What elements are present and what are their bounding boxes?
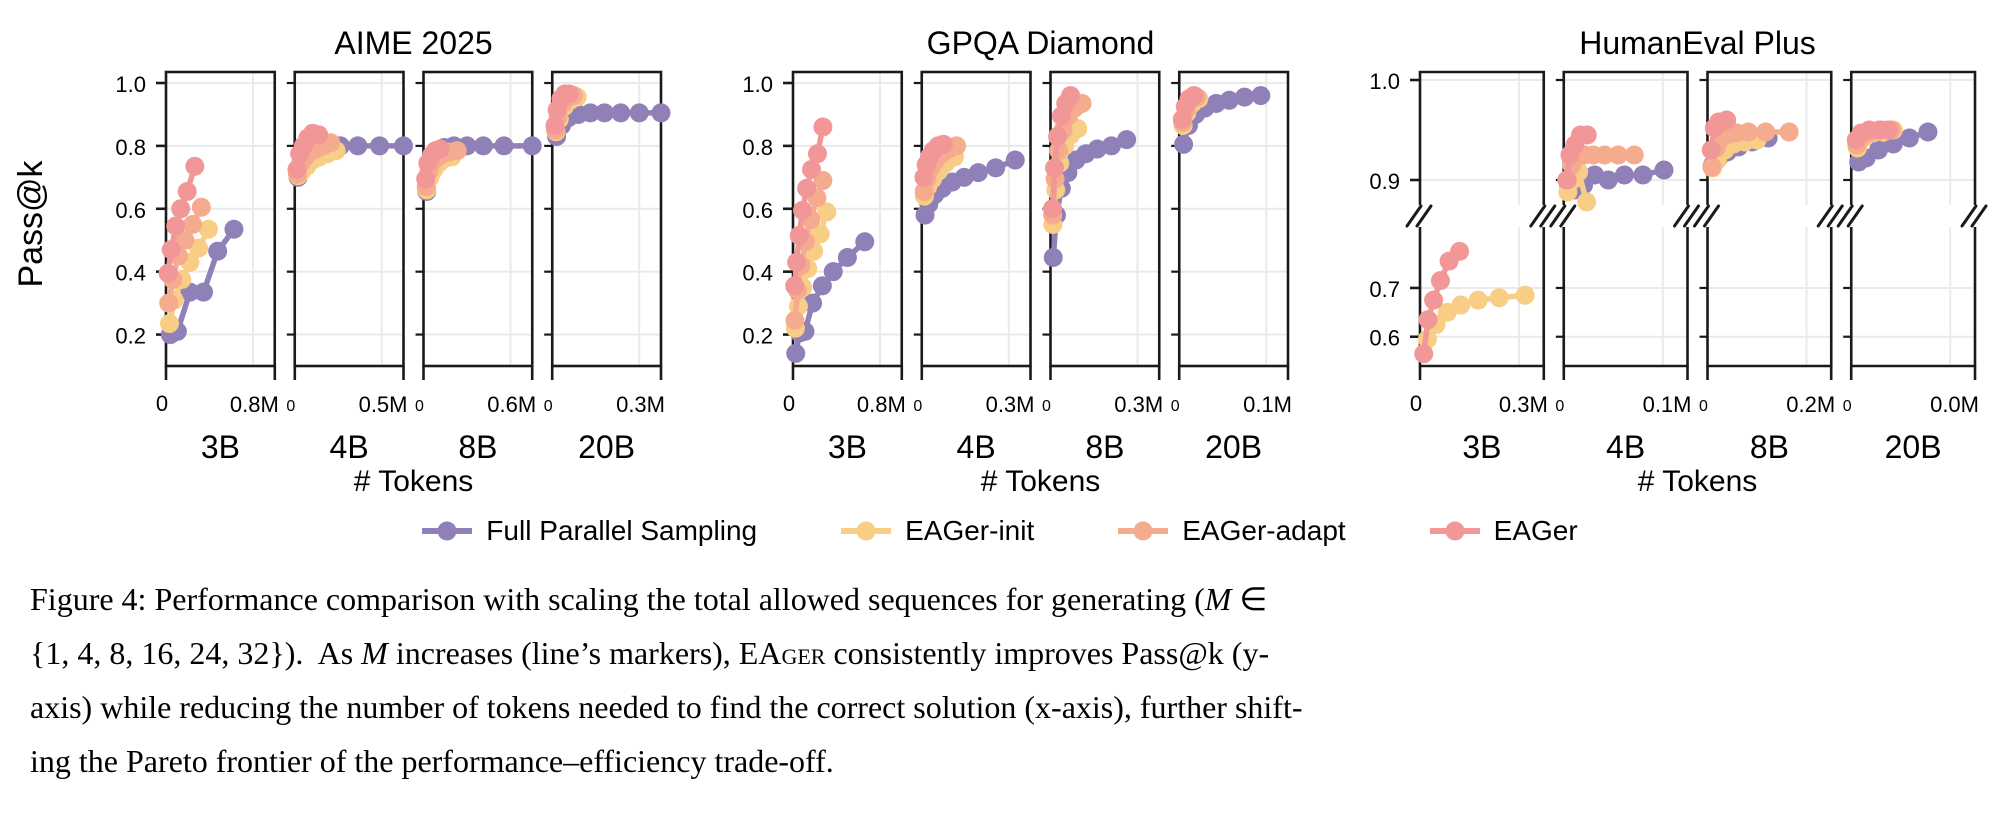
- svg-text:3B: 3B: [1462, 429, 1501, 465]
- svg-text:0.6M: 0.6M: [487, 392, 536, 417]
- svg-text:4B: 4B: [330, 429, 369, 465]
- svg-text:0: 0: [783, 391, 795, 416]
- svg-text:0: 0: [1555, 398, 1564, 415]
- svg-text:0: 0: [1843, 398, 1852, 415]
- svg-text:0.9: 0.9: [1369, 169, 1400, 194]
- svg-text:4B: 4B: [957, 429, 996, 465]
- svg-text:0.4: 0.4: [742, 261, 773, 286]
- svg-text:0.3M: 0.3M: [1114, 392, 1163, 417]
- svg-text:0.8: 0.8: [742, 135, 773, 160]
- svg-text:3B: 3B: [201, 429, 240, 465]
- svg-text:0.2: 0.2: [115, 324, 146, 349]
- svg-text:0.8M: 0.8M: [230, 392, 279, 417]
- svg-text:0.8M: 0.8M: [857, 392, 906, 417]
- svg-text:0.5M: 0.5M: [359, 392, 408, 417]
- svg-text:0.4: 0.4: [115, 261, 146, 286]
- svg-text:0.3M: 0.3M: [616, 392, 665, 417]
- svg-text:1.0: 1.0: [115, 72, 146, 97]
- svg-text:8B: 8B: [1750, 429, 1789, 465]
- svg-text:0.6: 0.6: [1369, 326, 1400, 351]
- svg-text:20B: 20B: [1885, 429, 1942, 465]
- svg-text:0: 0: [156, 391, 168, 416]
- svg-text:8B: 8B: [1085, 429, 1124, 465]
- svg-text:0.0M: 0.0M: [1930, 392, 1979, 417]
- svg-text:0: 0: [913, 398, 922, 415]
- svg-text:1.0: 1.0: [742, 72, 773, 97]
- svg-text:Pass@k: Pass@k: [12, 159, 50, 287]
- svg-text:20B: 20B: [578, 429, 635, 465]
- svg-text:0.1M: 0.1M: [1643, 392, 1692, 417]
- svg-text:0.3M: 0.3M: [986, 392, 1035, 417]
- svg-text:0.7: 0.7: [1369, 277, 1400, 302]
- svg-text:0.3M: 0.3M: [1499, 392, 1548, 417]
- svg-text:0.6: 0.6: [742, 198, 773, 223]
- svg-text:# Tokens: # Tokens: [354, 465, 474, 498]
- svg-text:0: 0: [1171, 398, 1180, 415]
- svg-text:0: 0: [286, 398, 295, 415]
- svg-text:0: 0: [1042, 398, 1051, 415]
- svg-text:4B: 4B: [1606, 429, 1645, 465]
- svg-text:GPQA Diamond: GPQA Diamond: [927, 25, 1155, 61]
- svg-text:8B: 8B: [458, 429, 497, 465]
- svg-text:# Tokens: # Tokens: [981, 465, 1101, 498]
- svg-text:AIME 2025: AIME 2025: [334, 25, 492, 61]
- svg-text:0: 0: [1699, 398, 1708, 415]
- svg-text:# Tokens: # Tokens: [1638, 465, 1758, 498]
- svg-text:0.8: 0.8: [115, 135, 146, 160]
- svg-text:0: 0: [544, 398, 553, 415]
- svg-text:0.1M: 0.1M: [1243, 392, 1292, 417]
- svg-text:0.6: 0.6: [115, 198, 146, 223]
- svg-text:HumanEval Plus: HumanEval Plus: [1579, 25, 1816, 61]
- svg-text:1.0: 1.0: [1369, 69, 1400, 94]
- svg-text:0.2M: 0.2M: [1786, 392, 1835, 417]
- svg-text:0: 0: [415, 398, 424, 415]
- svg-text:20B: 20B: [1205, 429, 1262, 465]
- svg-text:3B: 3B: [828, 429, 867, 465]
- svg-text:0.2: 0.2: [742, 324, 773, 349]
- svg-text:0: 0: [1410, 391, 1422, 416]
